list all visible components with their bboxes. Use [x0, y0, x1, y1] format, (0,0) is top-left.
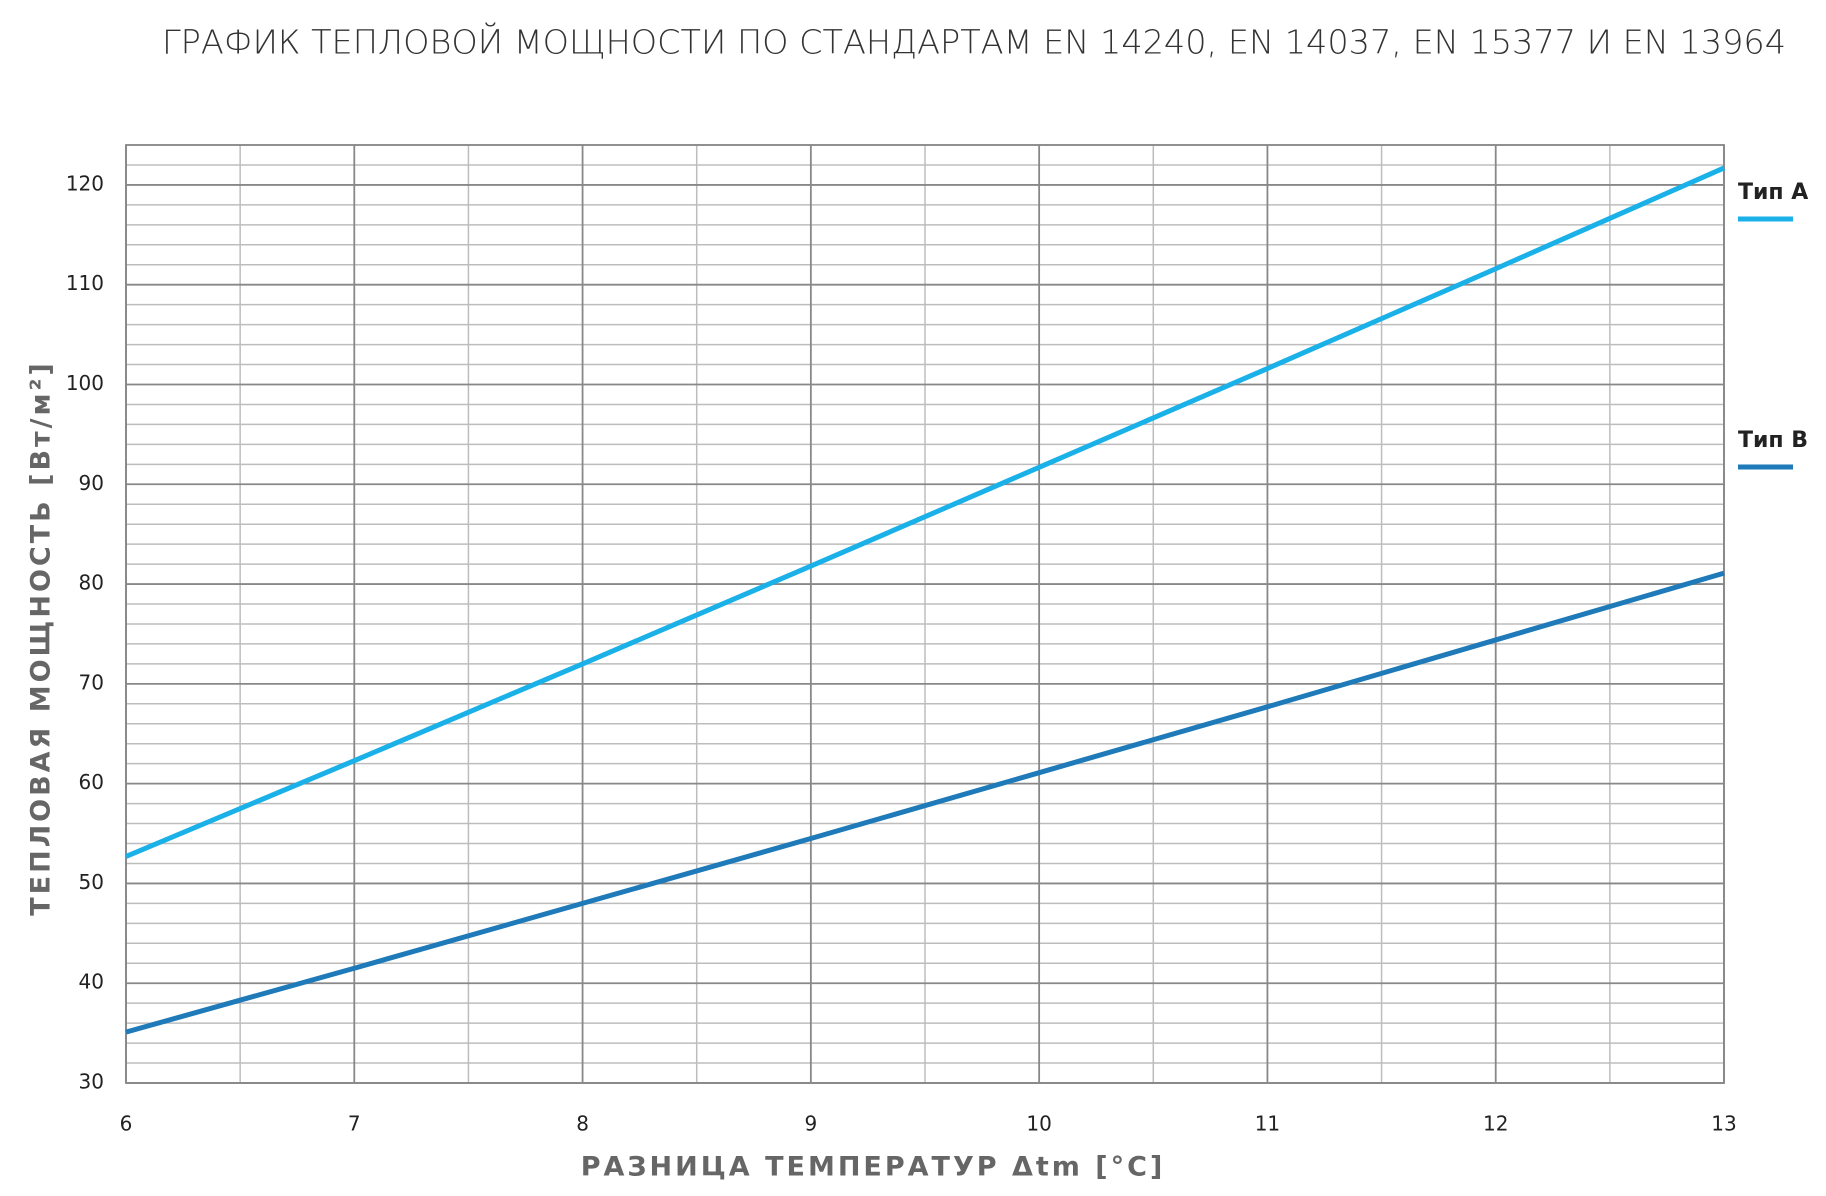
series-line [125, 165, 1726, 859]
legend-label: Тип A [1738, 180, 1808, 205]
x-tick-label: 13 [1711, 1112, 1736, 1136]
x-tick-label: 11 [1255, 1112, 1280, 1136]
series-line [125, 570, 1725, 1035]
x-tick-label: 12 [1483, 1112, 1508, 1136]
legend-label: Тип B [1738, 428, 1808, 453]
y-tick-label: 60 [79, 770, 104, 794]
y-tick-label: 70 [79, 670, 104, 694]
x-tick-label: 9 [804, 1112, 817, 1136]
y-tick-label: 100 [66, 371, 104, 395]
x-tick-label: 6 [120, 1112, 133, 1136]
y-tick-label: 120 [66, 171, 104, 195]
plot-border [125, 144, 1725, 1084]
y-tick-label: 80 [79, 571, 104, 595]
y-tick-label: 50 [79, 870, 104, 894]
x-tick-label: 8 [576, 1112, 589, 1136]
y-axis-label: ТЕПЛОВАЯ МОЩНОСТЬ [Вт/м²] [26, 360, 57, 916]
y-tick-label: 90 [79, 471, 104, 495]
y-tick-label: 40 [79, 970, 104, 994]
x-tick-label: 10 [1026, 1112, 1051, 1136]
y-tick-label: 30 [79, 1070, 104, 1094]
chart-title: ГРАФИК ТЕПЛОВОЙ МОЩНОСТИ ПО СТАНДАРТАМ E… [162, 22, 1786, 62]
x-axis-label: РАЗНИЦА ТЕМПЕРАТУР Δtm [°C] [581, 1152, 1166, 1183]
y-tick-label: 110 [66, 271, 104, 295]
x-tick-label: 7 [348, 1112, 361, 1136]
